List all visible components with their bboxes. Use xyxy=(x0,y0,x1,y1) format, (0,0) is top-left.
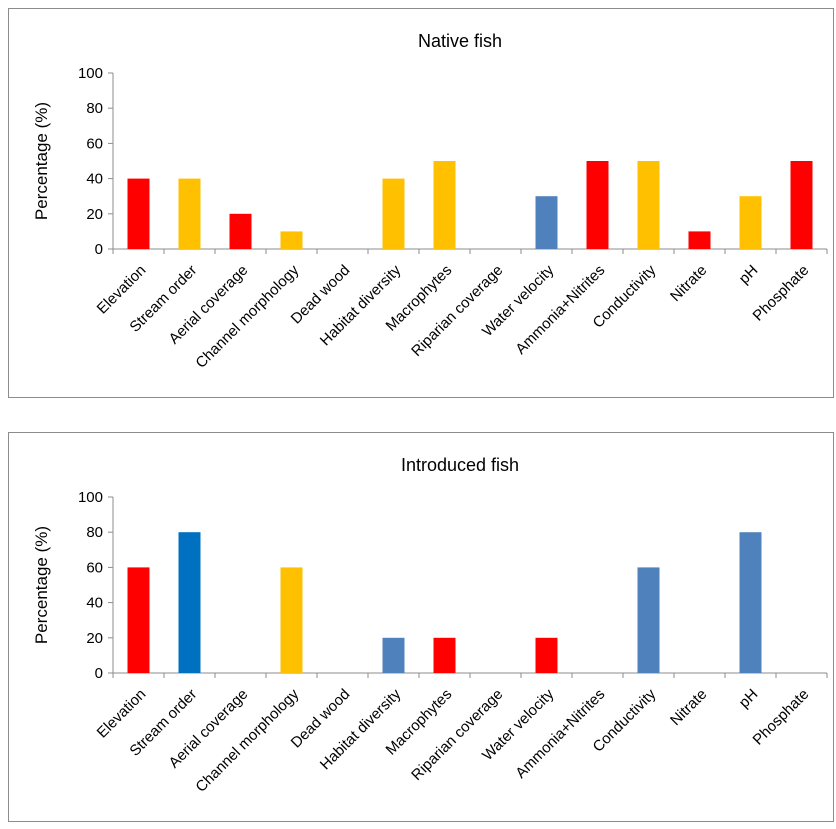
introduced-bar-conductivity xyxy=(637,567,660,673)
native-category-label-phosphate: Phosphate xyxy=(750,262,813,325)
native-y-axis-label: Percentage (%) xyxy=(32,102,51,220)
introduced-y-tick-label: 100 xyxy=(78,489,103,506)
native-category-label-riparian-coverage: Riparian coverage xyxy=(408,262,506,360)
introduced-category-label-riparian-coverage: Riparian coverage xyxy=(408,686,506,784)
introduced-fish-chart-panel: Introduced fish Percentage (%) 0 20 40 60 80 10… xyxy=(8,432,834,822)
introduced-bar-elevation xyxy=(127,567,150,673)
native-bar-channel-morphology xyxy=(280,231,303,249)
introduced-category-label-ammonia-nitrites: Ammonia+Nitrites xyxy=(512,686,608,782)
introduced-category-label-channel-morphology: Channel morphology xyxy=(192,685,302,795)
introduced-bar-ph xyxy=(739,532,762,673)
introduced-y-tick-label: 80 xyxy=(86,524,103,541)
introduced-bar-stream-order xyxy=(178,532,201,673)
native-bar-nitrate xyxy=(688,231,711,249)
native-bar-macrophytes xyxy=(433,161,456,249)
native-y-tick-label: 80 xyxy=(86,100,103,117)
introduced-y-tick-label: 60 xyxy=(86,559,103,576)
native-fish-chart-panel: Native fish Percentage (%) 0 20 40 60 80 100 Ele… xyxy=(8,8,834,398)
native-bar-aerial-coverage xyxy=(229,213,252,249)
native-bar-stream-order xyxy=(178,178,201,249)
introduced-category-label-nitrate: Nitrate xyxy=(667,686,710,729)
native-bar-elevation xyxy=(127,178,150,249)
native-category-label-nitrate: Nitrate xyxy=(667,262,710,305)
native-bar-phosphate xyxy=(790,161,813,249)
native-category-label-ph: pH xyxy=(736,262,762,288)
introduced-bar-channel-morphology xyxy=(280,567,303,673)
native-bar-habitat-diversity xyxy=(382,178,405,249)
native-bar-conductivity xyxy=(637,161,660,249)
introduced-bar-habitat-diversity xyxy=(382,637,405,673)
introduced-bar-water-velocity xyxy=(535,637,558,673)
native-y-tick-label: 60 xyxy=(86,135,103,152)
native-y-tick-label: 40 xyxy=(86,171,103,188)
native-bar-ph xyxy=(739,196,762,249)
introduced-y-tick-label: 20 xyxy=(86,630,103,647)
native-y-tick-label: 100 xyxy=(78,65,103,82)
native-y-tick-label: 0 xyxy=(95,241,103,258)
native-bar-ammonia-nitrites xyxy=(586,161,609,249)
native-bar-water-velocity xyxy=(535,196,558,249)
introduced-y-axis-label: Percentage (%) xyxy=(32,526,51,644)
native-y-tick-label: 20 xyxy=(86,206,103,223)
introduced-fish-chart: Introduced fish Percentage (%) 0 20 40 60 80 10… xyxy=(32,455,828,796)
introduced-y-tick-label: 40 xyxy=(86,595,103,612)
introduced-category-label-phosphate: Phosphate xyxy=(750,686,813,749)
introduced-y-tick-label: 0 xyxy=(95,665,103,682)
native-category-label-channel-morphology: Channel morphology xyxy=(192,261,302,371)
native-category-label-ammonia-nitrites: Ammonia+Nitrites xyxy=(512,262,608,358)
introduced-chart-title: Introduced fish xyxy=(401,455,519,475)
introduced-category-label-ph: pH xyxy=(736,686,762,712)
introduced-bar-macrophytes xyxy=(433,637,456,673)
native-chart-title: Native fish xyxy=(418,31,502,51)
